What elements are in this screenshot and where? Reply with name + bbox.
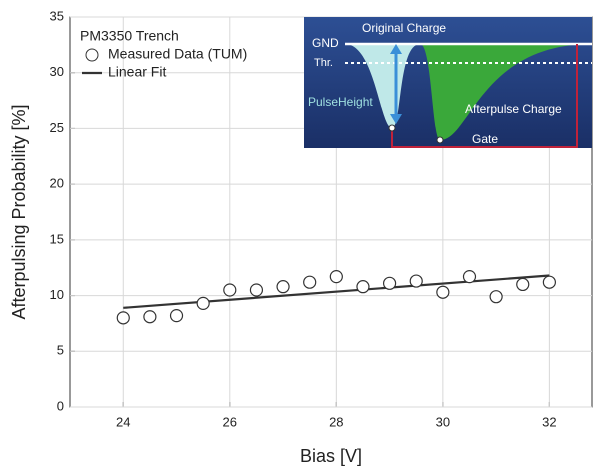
inset-label: Afterpulse Charge [465, 102, 562, 116]
data-point [382, 276, 397, 290]
y-tick-label: 30 [50, 64, 64, 79]
data-point [143, 310, 157, 324]
y-tick-label: 5 [57, 343, 64, 358]
x-tick-label: 26 [223, 414, 237, 429]
y-tick-label: 20 [50, 176, 64, 191]
inset-label: GND [312, 36, 339, 50]
data-point [489, 290, 503, 304]
legend-label: Measured Data (TUM) [108, 46, 247, 62]
original-pulse [345, 44, 420, 128]
afterpulse [420, 44, 592, 140]
data-point [356, 280, 370, 294]
data-point [516, 277, 530, 292]
data-point [223, 283, 237, 297]
inset-label: Original Charge [362, 21, 446, 35]
data-point [116, 311, 130, 325]
arrow-heads [390, 44, 402, 124]
data-point [436, 285, 450, 299]
legend-swatch [85, 48, 99, 62]
legend-title: PM3350 Trench [80, 28, 179, 44]
inset-label: PulseHeight [308, 95, 373, 109]
y-tick-label: 10 [50, 287, 64, 302]
y-tick-label: 0 [57, 398, 64, 413]
data-point [462, 270, 477, 284]
data-point [196, 296, 210, 310]
x-tick-label: 24 [116, 414, 130, 429]
x-tick-label: 28 [329, 414, 343, 429]
data-point [303, 275, 317, 289]
inset-point [436, 136, 444, 144]
y-tick-label: 15 [50, 231, 64, 246]
data-point [409, 274, 423, 288]
data-point [249, 283, 264, 297]
y-axis-label: Afterpulsing Probability [%] [9, 104, 29, 319]
y-tick-label: 25 [50, 120, 64, 135]
inset-point [388, 124, 396, 132]
inset: Original Charge GND Thr. PulseHeight Aft… [304, 17, 592, 148]
data-point [169, 309, 184, 323]
x-tick-label: 30 [436, 414, 450, 429]
fit-line [123, 274, 550, 309]
data-point [276, 280, 290, 294]
legend-label: Linear Fit [108, 64, 166, 80]
data-point [329, 270, 343, 284]
x-axis-label: Bias [V] [300, 446, 362, 466]
inset-label: Gate [472, 132, 498, 146]
x-tick-label: 32 [542, 414, 556, 429]
y-tick-label: 35 [50, 8, 64, 23]
data-point [542, 275, 556, 289]
inset-label: Thr. [314, 57, 333, 69]
